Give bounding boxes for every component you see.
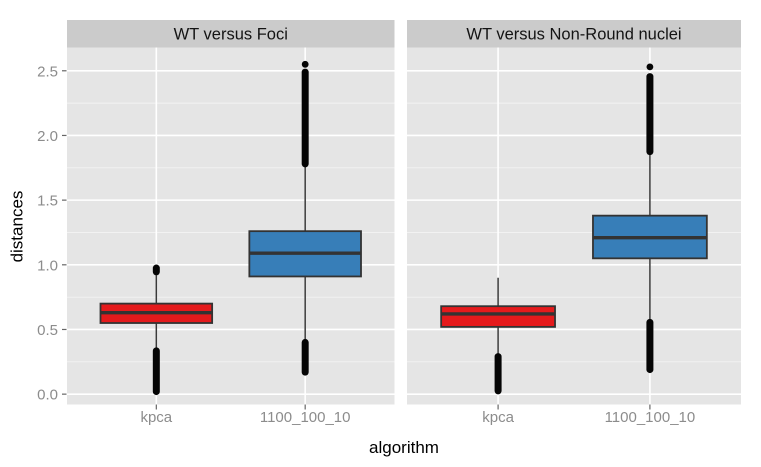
y-tick-label: 1.5 bbox=[37, 193, 58, 210]
iqr-box-kpca bbox=[440, 305, 556, 328]
facet-strip bbox=[67, 20, 395, 48]
outlier-dot bbox=[646, 63, 654, 71]
y-tick-label: 0.5 bbox=[37, 322, 58, 339]
facet-strip bbox=[407, 20, 741, 48]
x-tick-label: kpca bbox=[140, 409, 172, 426]
y-tick-label: 1.0 bbox=[37, 257, 58, 274]
x-tick-label: kpca bbox=[482, 409, 514, 426]
outlier-dot bbox=[301, 60, 309, 68]
x-axis-title: algorithm bbox=[369, 438, 439, 457]
x-tick-label: 1100_100_10 bbox=[260, 409, 351, 426]
facet-strip-label: WT versus Non-Round nuclei bbox=[466, 26, 681, 44]
facet-strip-label: WT versus Foci bbox=[174, 26, 288, 44]
y-tick-label: 2.0 bbox=[37, 128, 58, 145]
y-axis-title: distances bbox=[7, 190, 27, 263]
x-tick-label: 1100_100_10 bbox=[605, 409, 696, 426]
y-tick-label: 0.0 bbox=[37, 387, 58, 404]
y-tick-label: 2.5 bbox=[37, 63, 58, 80]
panel-background bbox=[67, 47, 395, 405]
